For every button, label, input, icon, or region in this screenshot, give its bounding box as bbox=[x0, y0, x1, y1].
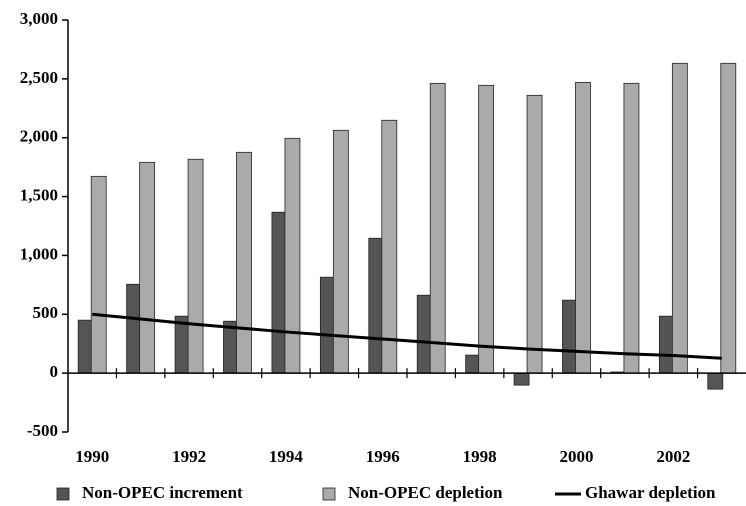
legend-label: Non-OPEC depletion bbox=[348, 483, 503, 502]
legend-swatch bbox=[322, 487, 336, 501]
bar bbox=[707, 372, 724, 390]
y-tick-label: -500 bbox=[27, 421, 58, 440]
y-tick-label: 2,500 bbox=[20, 68, 58, 87]
y-tick-label: 500 bbox=[33, 303, 59, 322]
bar bbox=[478, 84, 495, 374]
bar bbox=[381, 119, 398, 374]
y-tick-label: 1,000 bbox=[20, 244, 58, 263]
x-tick-label: 2000 bbox=[560, 447, 594, 466]
bar bbox=[187, 158, 204, 374]
bar bbox=[575, 81, 591, 374]
x-tick-label: 1992 bbox=[172, 447, 206, 466]
legend-label: Ghawar depletion bbox=[585, 483, 716, 502]
bar bbox=[139, 161, 156, 374]
x-tick-label: 1998 bbox=[463, 447, 497, 466]
bar bbox=[284, 137, 301, 374]
bar bbox=[513, 372, 530, 386]
x-tick-label: 1996 bbox=[366, 447, 400, 466]
bar bbox=[623, 82, 640, 374]
legend-swatch bbox=[56, 487, 70, 501]
bar bbox=[526, 94, 543, 374]
y-tick-label: 0 bbox=[50, 362, 59, 381]
y-tick-label: 2,000 bbox=[20, 127, 58, 146]
bar bbox=[671, 62, 688, 374]
bar bbox=[236, 151, 252, 374]
x-tick-label: 1990 bbox=[75, 447, 109, 466]
x-tick-label: 2002 bbox=[656, 447, 690, 466]
x-tick-label: 1994 bbox=[269, 447, 304, 466]
legend-label: Non-OPEC increment bbox=[82, 483, 243, 502]
bar bbox=[429, 82, 446, 374]
y-tick-label: 1,500 bbox=[20, 185, 58, 204]
bar bbox=[720, 62, 737, 374]
bar bbox=[90, 175, 107, 374]
line bbox=[92, 312, 722, 360]
y-tick-label: 3,000 bbox=[20, 9, 58, 28]
